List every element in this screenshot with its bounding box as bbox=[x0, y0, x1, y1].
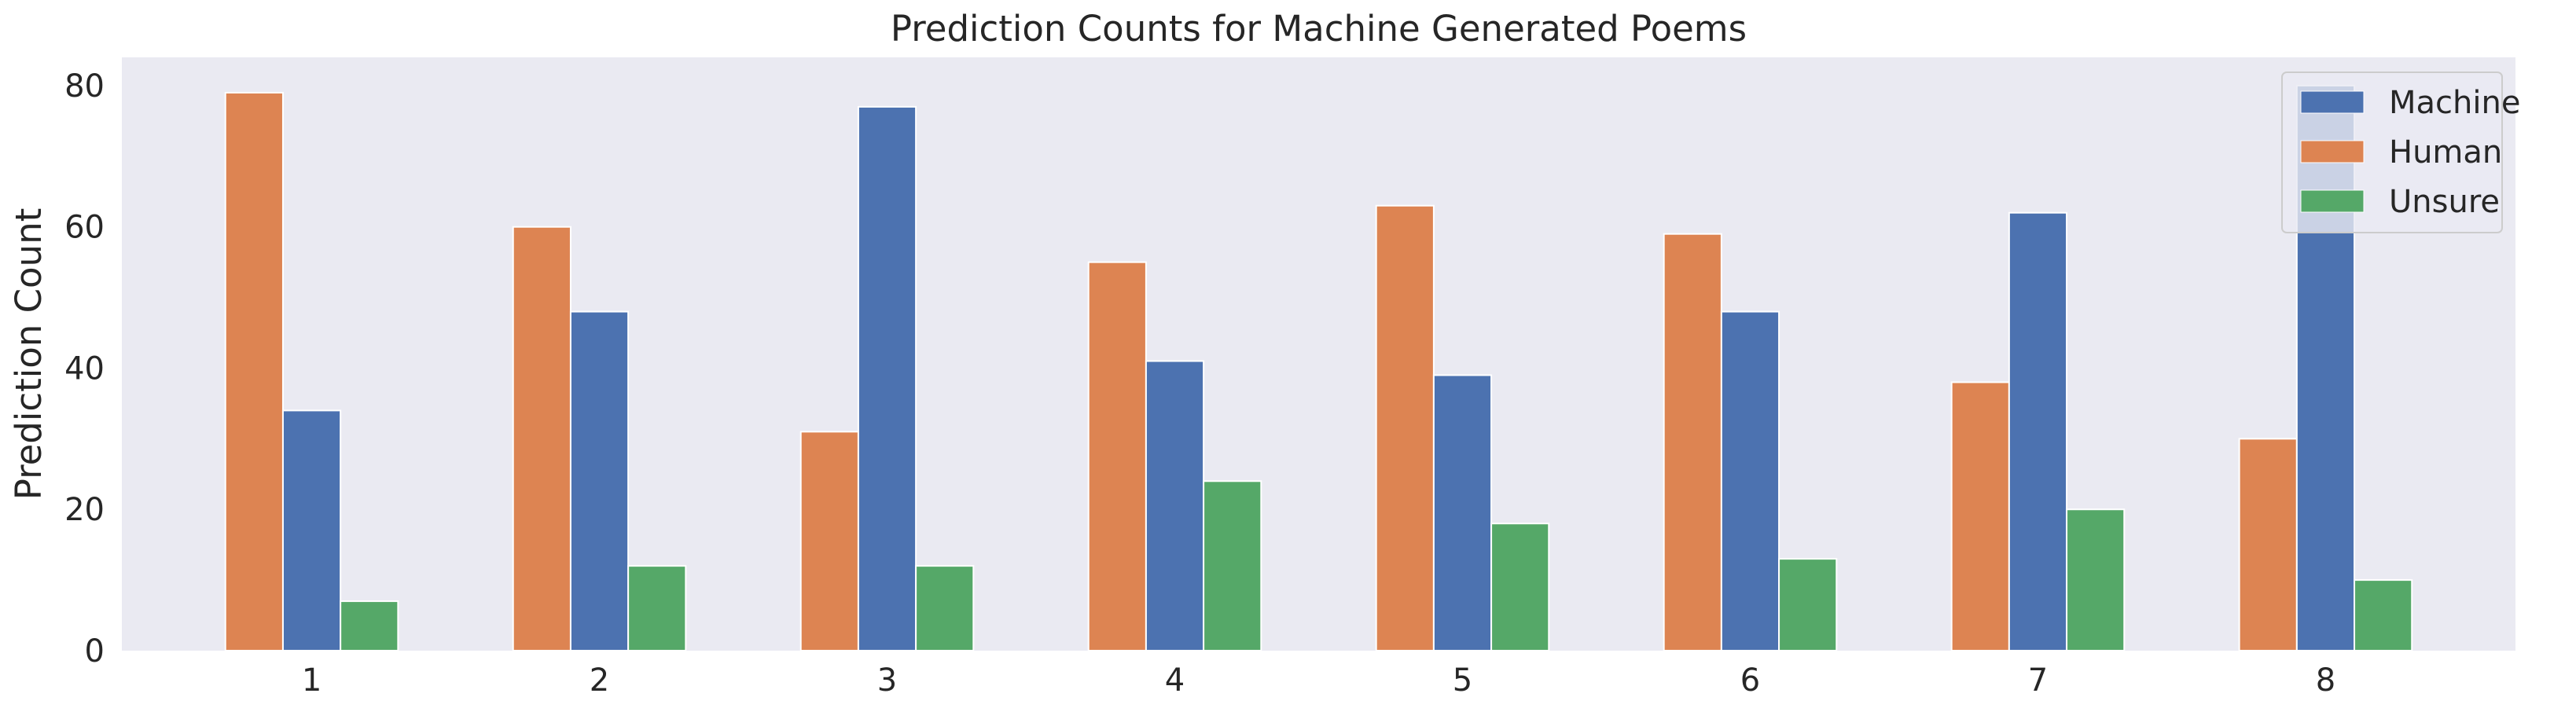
y-tick-label: 0 bbox=[85, 633, 105, 669]
y-tick-label: 60 bbox=[64, 210, 105, 246]
x-tick-label: 1 bbox=[302, 662, 322, 699]
x-axis: 1 2 3 4 5 6 7 8 bbox=[302, 662, 2335, 699]
bar-machine-3 bbox=[857, 105, 917, 651]
bar-human-5 bbox=[1375, 204, 1435, 651]
x-tick-label: 4 bbox=[1165, 662, 1185, 699]
y-axis-label: Prediction Count bbox=[8, 208, 50, 501]
bar-machine-2 bbox=[569, 310, 630, 651]
legend-swatch-machine bbox=[2300, 90, 2365, 114]
bar-human-6 bbox=[1663, 233, 1722, 651]
legend-swatch-unsure bbox=[2300, 189, 2365, 213]
bar-unsure-4 bbox=[1203, 480, 1262, 651]
chart-title: Prediction Counts for Machine Generated … bbox=[891, 8, 1747, 50]
y-axis: 0 20 40 60 80 bbox=[64, 68, 105, 669]
x-tick-label: 7 bbox=[2028, 662, 2048, 699]
bar-human-4 bbox=[1087, 261, 1147, 651]
x-tick-label: 6 bbox=[1740, 662, 1760, 699]
legend-label-machine: Machine bbox=[2389, 85, 2520, 121]
bar-unsure-6 bbox=[1778, 558, 1838, 652]
bar-unsure-1 bbox=[340, 600, 399, 651]
bar-human-3 bbox=[799, 431, 859, 651]
bar-unsure-8 bbox=[2354, 579, 2413, 651]
y-tick-label: 80 bbox=[64, 68, 105, 105]
y-tick-label: 20 bbox=[64, 492, 105, 528]
bar-machine-1 bbox=[281, 409, 342, 652]
bar-human-7 bbox=[1950, 381, 2010, 651]
bar-machine-4 bbox=[1145, 360, 1205, 651]
plot-area bbox=[122, 57, 2515, 651]
legend-swatch-human bbox=[2300, 140, 2365, 163]
x-tick-label: 8 bbox=[2316, 662, 2335, 699]
bar-unsure-5 bbox=[1490, 523, 1550, 652]
x-tick-label: 5 bbox=[1453, 662, 1472, 699]
x-tick-label: 2 bbox=[590, 662, 609, 699]
bar-human-2 bbox=[512, 226, 571, 651]
bar-human-8 bbox=[2238, 438, 2298, 651]
bar-machine-5 bbox=[1432, 374, 1493, 651]
legend-label-human: Human bbox=[2389, 134, 2502, 171]
y-tick-label: 40 bbox=[64, 350, 105, 387]
legend: Machine Human Unsure bbox=[2281, 72, 2520, 233]
bar-human-1 bbox=[224, 91, 284, 651]
bar-machine-7 bbox=[2008, 211, 2068, 651]
bars-layer bbox=[224, 84, 2413, 652]
bar-unsure-2 bbox=[627, 565, 687, 652]
bar-machine-6 bbox=[1720, 310, 1780, 651]
legend-label-unsure: Unsure bbox=[2389, 184, 2500, 220]
bar-unsure-7 bbox=[2066, 508, 2126, 651]
x-tick-label: 3 bbox=[877, 662, 897, 699]
bar-unsure-3 bbox=[915, 565, 975, 652]
